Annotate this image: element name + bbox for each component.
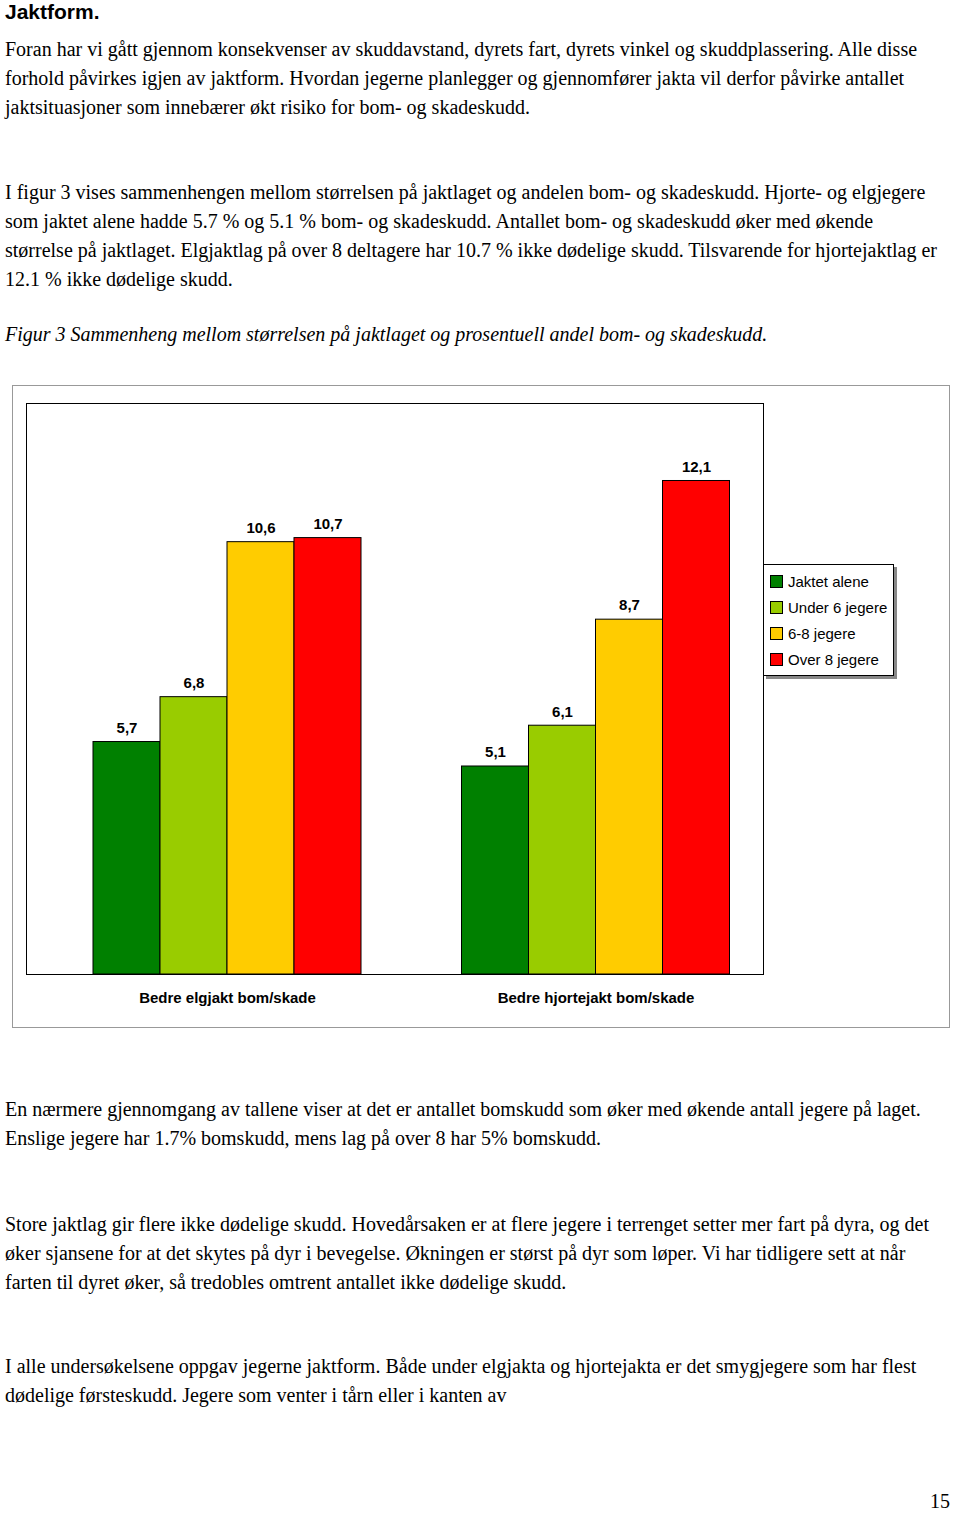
svg-text:Bedre hjortejakt bom/skade: Bedre hjortejakt bom/skade [498, 989, 695, 1006]
html-text:Jaktet alene: Jaktet alene [788, 572, 869, 590]
svg-text:8,7: 8,7 [619, 596, 640, 613]
svg-text:10,6: 10,6 [246, 519, 275, 536]
html-text:Figur 3 Sammenheng mellom stør: Figur 3 Sammenheng mellom størrelsen på … [5, 323, 768, 345]
html-text:6-8 jegere: 6-8 jegere [788, 624, 856, 642]
html-text:Foran har vi gått gjennom kons: Foran har vi gått gjennom konsekvenser a… [5, 38, 918, 118]
svg-text:5,1: 5,1 [485, 743, 506, 760]
svg-text:10,7: 10,7 [313, 515, 342, 532]
svg-text:6,1: 6,1 [552, 703, 573, 720]
html-text:I figur 3 vises sammenhengen m: I figur 3 vises sammenhengen mellom stør… [5, 181, 937, 290]
svg-text:Bedre elgjakt bom/skade: Bedre elgjakt bom/skade [139, 989, 316, 1006]
html-text:15: 15 [930, 1490, 950, 1512]
html-text:Store jaktlag gir flere ikke d: Store jaktlag gir flere ikke dødelige sk… [5, 1213, 929, 1293]
html-text:Over 8 jegere: Over 8 jegere [788, 650, 879, 668]
html-text:En nærmere gjennomgang av tall: En nærmere gjennomgang av tallene viser … [5, 1098, 921, 1149]
html-text:I alle undersøkelsene oppgav j: I alle undersøkelsene oppgav jegerne jak… [5, 1355, 917, 1406]
svg-text:6,8: 6,8 [184, 674, 205, 691]
svg-text:5,7: 5,7 [117, 719, 138, 736]
html-text:Under 6 jegere: Under 6 jegere [788, 598, 888, 616]
html-text:Jaktform.: Jaktform. [5, 0, 100, 23]
svg-text:12,1: 12,1 [682, 458, 711, 475]
